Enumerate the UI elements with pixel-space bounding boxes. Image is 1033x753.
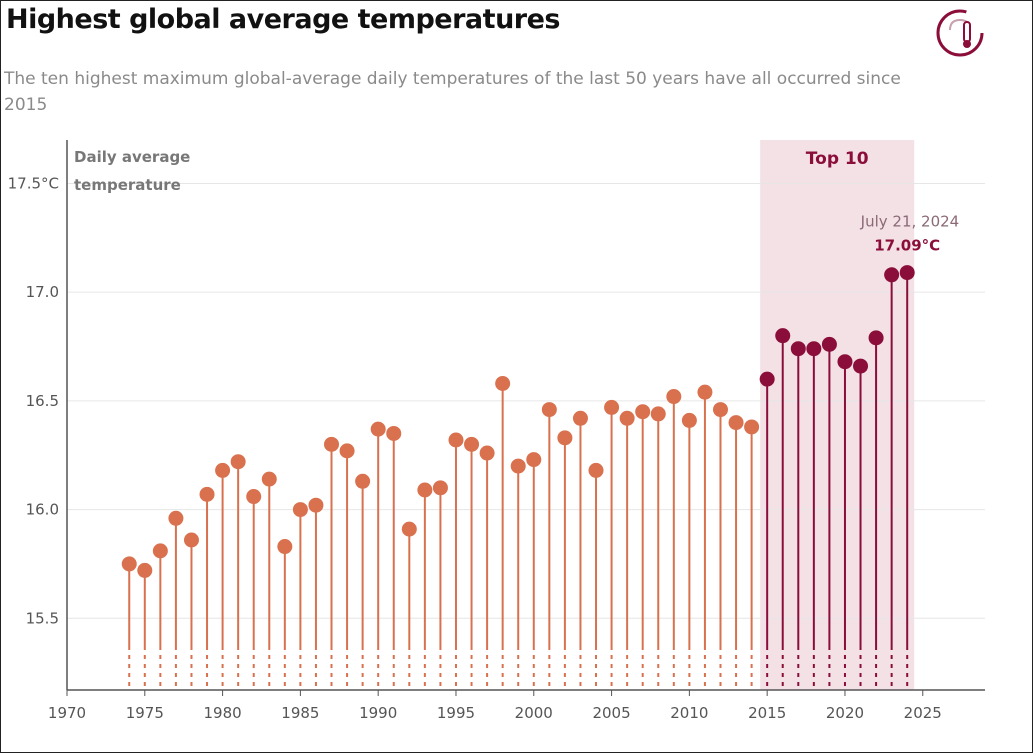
point [619,410,635,426]
point [215,462,231,478]
highlight-label: Top 10 [806,149,869,169]
point [401,521,417,537]
point [386,425,402,441]
point [541,402,557,418]
x-tick-label: 1990 [359,704,397,722]
y-tick-label: 16.5 [26,392,59,410]
point [728,415,744,431]
point [137,562,153,578]
point [526,452,542,468]
point [837,354,853,370]
point [339,443,355,459]
highlight-band [760,140,915,690]
point [432,480,448,496]
point [277,539,293,555]
point [230,454,246,470]
point [681,412,697,428]
subtitle: The ten highest maximum global-average d… [4,69,901,115]
point [495,375,511,391]
point [821,336,837,352]
point [324,436,340,452]
point [588,462,604,478]
point [183,532,199,548]
point [246,489,262,505]
point [121,556,137,572]
point [479,445,495,461]
point [697,384,713,400]
point [572,410,588,426]
point [759,371,775,387]
y-tick-label: 16.0 [26,501,59,519]
point [650,406,666,422]
x-tick-label: 2020 [826,704,864,722]
x-tick-label: 2010 [670,704,708,722]
point [744,419,760,435]
title: Highest global average temperatures [6,4,560,35]
point [448,432,464,448]
annotation-value: 17.09°C [874,237,940,255]
point [152,543,168,559]
x-tick-label: 1985 [281,704,319,722]
point [635,404,651,420]
y-tick-label: 17.0 [26,283,59,301]
x-tick-label: 2005 [592,704,630,722]
y-tick-label: 15.5 [26,609,59,627]
x-tick-label: 2015 [748,704,786,722]
x-tick-label: 1970 [48,704,86,722]
point [666,389,682,405]
x-tick-label: 1980 [203,704,241,722]
point [712,402,728,418]
y-axis-label: Daily average temperature [74,148,191,194]
point [806,341,822,357]
point [790,341,806,357]
point [355,473,371,489]
point [884,267,900,283]
point [308,497,324,513]
point [853,358,869,374]
point [464,436,480,452]
point [292,502,308,518]
annotation-date: July 21, 2024 [860,213,960,231]
point [417,482,433,498]
point [899,265,915,281]
x-tick-label: 2000 [515,704,553,722]
logo [936,9,984,57]
point [510,458,526,474]
y-tick-label: 17.5°C [8,174,59,192]
point [261,471,277,487]
x-tick-label: 1995 [437,704,475,722]
point [604,399,620,415]
x-tick-label: 1975 [126,704,164,722]
point [557,430,573,446]
point [868,330,884,346]
point [775,328,791,344]
point [168,510,184,526]
point [199,486,215,502]
x-tick-label: 2025 [904,704,942,722]
point [370,421,386,437]
